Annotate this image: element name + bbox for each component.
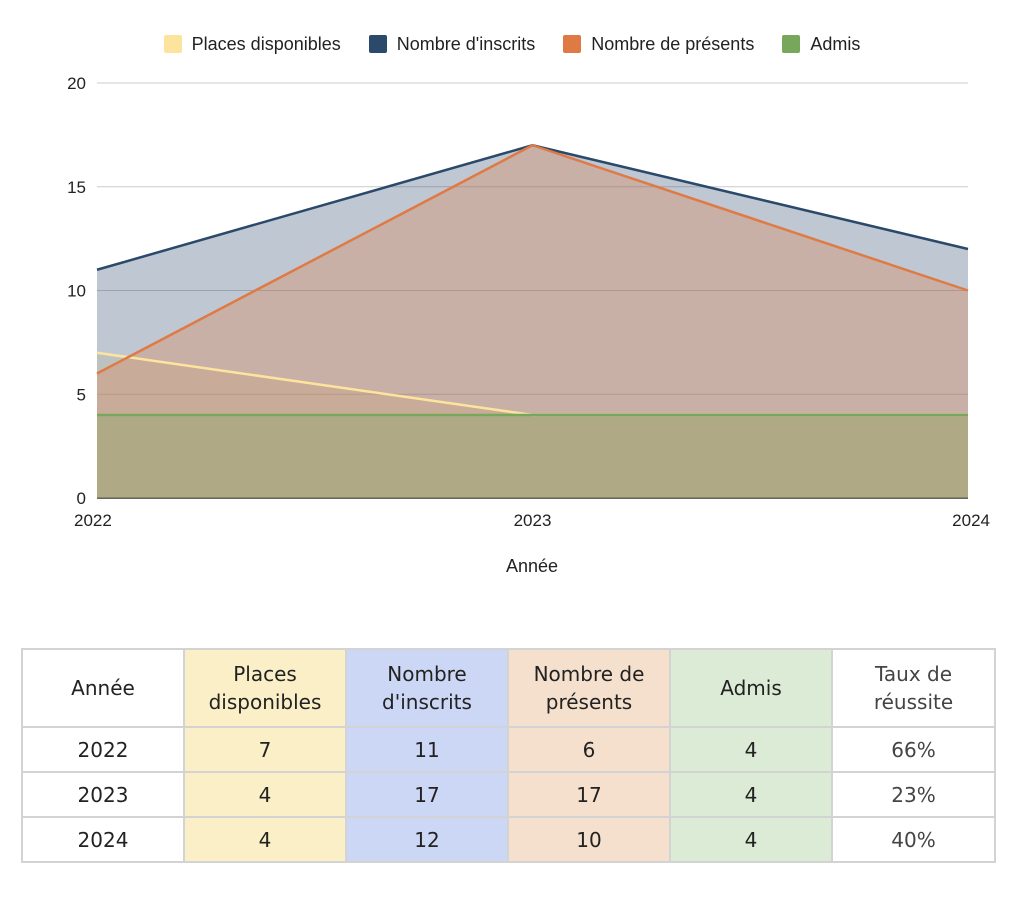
table-row: 2024 4 12 10 4 40% xyxy=(21,816,996,863)
header-annee: Année xyxy=(21,648,185,728)
legend-swatch-inscrits xyxy=(368,35,387,53)
chart-legend: Places disponibles Nombre d'inscrits Nom… xyxy=(0,30,1024,58)
area-inscrits xyxy=(97,145,968,498)
legend-label-inscrits: Nombre d'inscrits xyxy=(396,33,536,54)
cell-places: 7 xyxy=(183,726,347,773)
header-taux: Taux de réussite xyxy=(831,648,996,728)
cell-admis: 4 xyxy=(669,726,833,773)
header-places: Places disponibles xyxy=(183,648,347,728)
cell-annee: 2022 xyxy=(21,726,185,773)
cell-places: 4 xyxy=(183,771,347,818)
cell-places: 4 xyxy=(183,816,347,863)
x-tick-label: 2022 xyxy=(74,511,112,530)
cell-presents: 6 xyxy=(507,726,671,773)
area-admis xyxy=(97,415,968,498)
y-tick-label: 10 xyxy=(67,282,86,301)
cell-presents: 10 xyxy=(507,816,671,863)
area-places xyxy=(97,352,968,498)
series-line-presents[interactable] xyxy=(96,144,969,375)
y-tick-label: 20 xyxy=(67,74,86,93)
cell-annee: 2023 xyxy=(21,771,185,818)
cell-inscrits: 12 xyxy=(345,816,509,863)
table-header-row: Année Places disponibles Nombre d'inscri… xyxy=(21,648,996,728)
chart-areas xyxy=(97,145,968,498)
x-axis-title: Année xyxy=(506,556,558,576)
cell-admis: 4 xyxy=(669,816,833,863)
cell-presents: 17 xyxy=(507,771,671,818)
chart-lines xyxy=(96,144,969,417)
y-axis-ticks: 0 5 10 15 20 xyxy=(67,74,86,508)
area-presents xyxy=(97,145,968,498)
cell-inscrits: 11 xyxy=(345,726,509,773)
legend-item-presents[interactable]: Nombre de présents xyxy=(563,34,754,55)
header-presents: Nombre de présents xyxy=(507,648,671,728)
legend-label-presents: Nombre de présents xyxy=(591,33,755,54)
legend-item-places[interactable]: Places disponibles xyxy=(163,33,341,55)
legend-label-admis: Admis xyxy=(810,33,861,54)
legend-item-admis[interactable]: Admis xyxy=(782,34,860,55)
header-inscrits: Nombre d'inscrits xyxy=(345,648,509,728)
table-row: 2022 7 11 6 4 66% xyxy=(21,726,996,773)
legend-label-places: Places disponibles xyxy=(191,33,341,54)
cell-annee: 2024 xyxy=(21,816,185,863)
cell-admis: 4 xyxy=(669,771,833,818)
legend-swatch-places xyxy=(163,35,182,53)
legend-swatch-admis xyxy=(782,35,801,53)
legend-item-inscrits[interactable]: Nombre d'inscrits xyxy=(368,33,536,55)
y-tick-label: 5 xyxy=(77,385,86,404)
data-table: Année Places disponibles Nombre d'inscri… xyxy=(21,648,996,863)
x-tick-label: 2024 xyxy=(952,511,990,530)
area-chart: 0 5 10 15 20 2022 2023 2024 Année xyxy=(67,74,990,576)
table-row: 2023 4 17 17 4 23% xyxy=(21,771,996,818)
chart-grid xyxy=(97,82,968,499)
x-tick-label: 2023 xyxy=(514,511,552,530)
cell-taux: 66% xyxy=(831,726,996,773)
y-tick-label: 15 xyxy=(67,178,86,197)
header-admis: Admis xyxy=(669,648,833,728)
y-tick-label: 0 xyxy=(77,489,86,508)
cell-inscrits: 17 xyxy=(345,771,509,818)
x-axis-ticks: 2022 2023 2024 xyxy=(74,511,990,530)
cell-taux: 40% xyxy=(831,816,996,863)
cell-taux: 23% xyxy=(831,771,996,818)
legend-swatch-presents xyxy=(563,35,582,53)
